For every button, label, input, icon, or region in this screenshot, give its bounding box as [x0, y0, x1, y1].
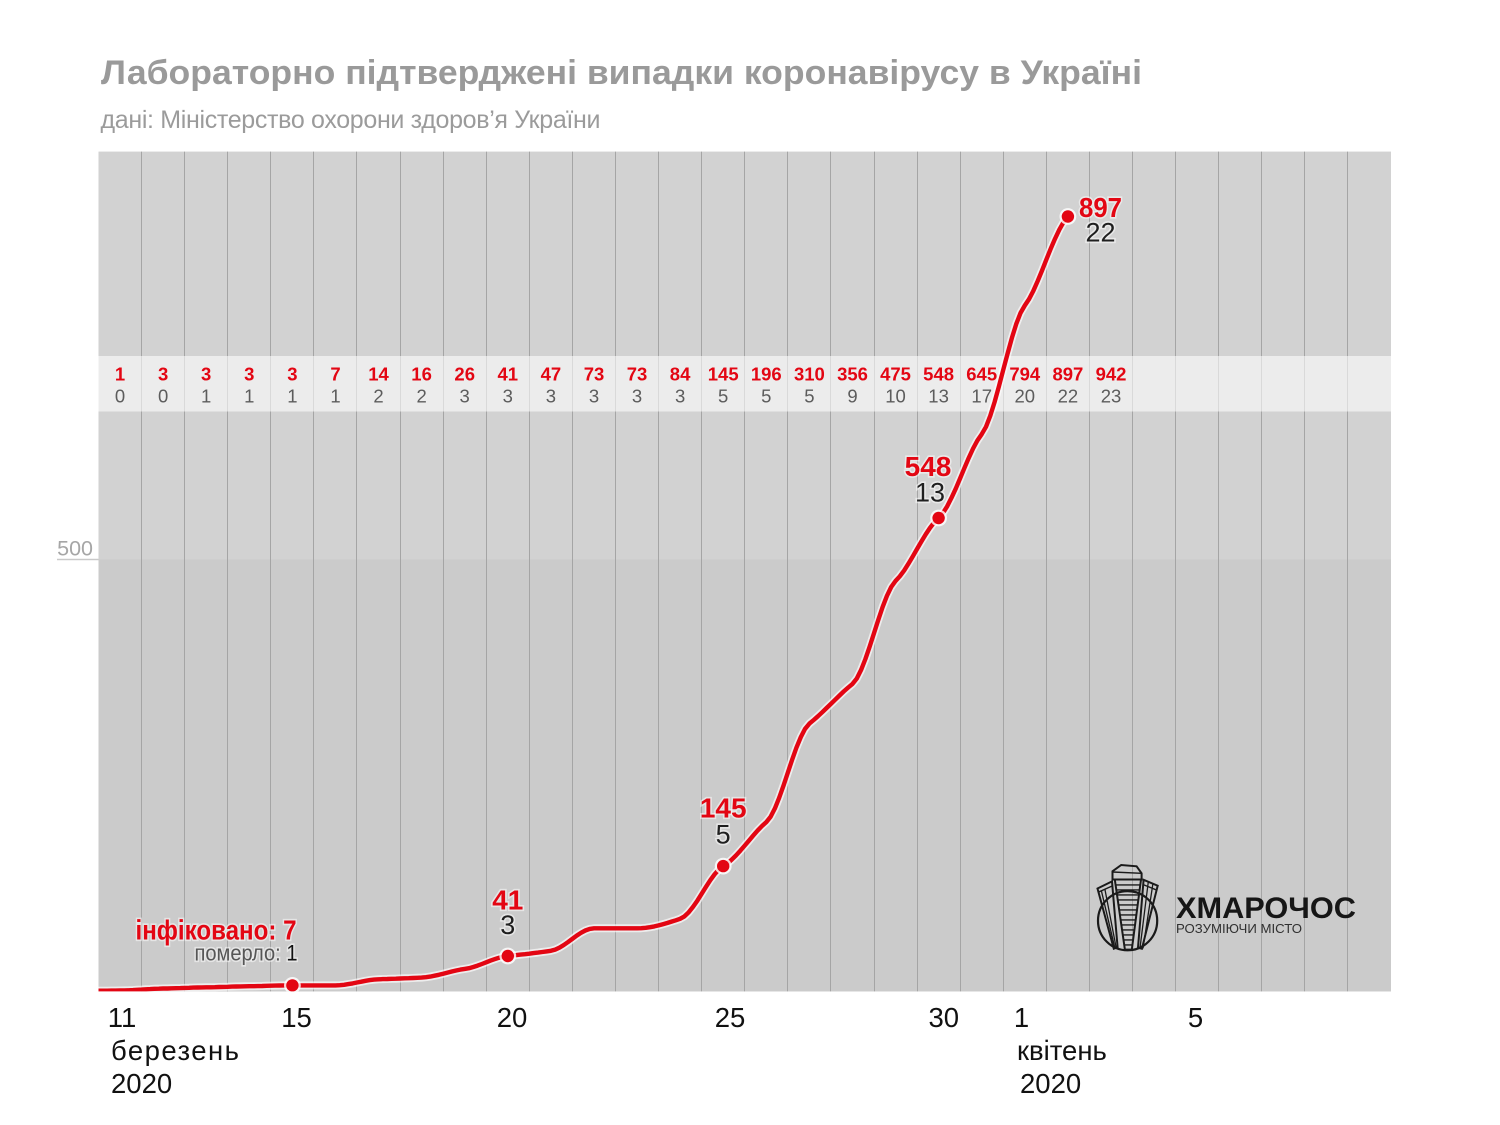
svg-text:794: 794: [1009, 364, 1041, 385]
svg-text:5: 5: [716, 819, 731, 849]
svg-text:897: 897: [1079, 192, 1122, 223]
svg-text:73: 73: [584, 364, 605, 385]
svg-text:1: 1: [115, 364, 125, 385]
svg-text:73: 73: [627, 364, 648, 385]
svg-text:3: 3: [546, 386, 556, 407]
svg-text:5: 5: [718, 386, 728, 407]
svg-text:20: 20: [497, 1002, 528, 1033]
svg-text:березень: березень: [111, 1035, 239, 1066]
svg-text:548: 548: [923, 364, 954, 385]
svg-text:3: 3: [244, 364, 254, 385]
svg-text:5: 5: [761, 386, 771, 407]
svg-text:2020: 2020: [111, 1068, 172, 1099]
svg-text:9: 9: [847, 386, 857, 407]
svg-text:23: 23: [1101, 386, 1122, 407]
svg-text:22: 22: [1085, 218, 1115, 248]
svg-text:3: 3: [287, 364, 297, 385]
svg-text:5: 5: [1188, 1002, 1203, 1033]
svg-text:Лабораторно підтверджені випад: Лабораторно підтверджені випадки коронав…: [101, 54, 1142, 92]
svg-text:25: 25: [715, 1002, 746, 1033]
svg-text:84: 84: [670, 364, 691, 385]
svg-text:РОЗУМІЮЧИ МІСТО: РОЗУМІЮЧИ МІСТО: [1176, 921, 1302, 936]
svg-text:3: 3: [632, 386, 642, 407]
svg-text:3: 3: [158, 364, 168, 385]
svg-text:310: 310: [794, 364, 825, 385]
svg-text:1: 1: [330, 386, 340, 407]
svg-text:30: 30: [929, 1002, 960, 1033]
svg-text:17: 17: [971, 386, 992, 407]
svg-text:942: 942: [1096, 364, 1127, 385]
svg-text:3: 3: [201, 364, 211, 385]
svg-text:3: 3: [460, 386, 470, 407]
svg-text:645: 645: [966, 364, 997, 385]
svg-text:41: 41: [492, 885, 523, 916]
svg-text:26: 26: [454, 364, 475, 385]
svg-text:22: 22: [1058, 386, 1079, 407]
svg-text:0: 0: [158, 386, 168, 407]
svg-text:196: 196: [751, 364, 782, 385]
svg-text:14: 14: [368, 364, 389, 385]
svg-text:41: 41: [498, 364, 519, 385]
svg-text:500: 500: [57, 537, 93, 561]
svg-text:2: 2: [373, 386, 383, 407]
svg-text:3: 3: [500, 910, 515, 940]
svg-text:2020: 2020: [1020, 1068, 1081, 1099]
svg-text:11: 11: [108, 1002, 137, 1033]
svg-text:3: 3: [675, 386, 685, 407]
svg-text:5: 5: [804, 386, 814, 407]
svg-text:548: 548: [905, 451, 952, 482]
svg-text:1: 1: [201, 386, 211, 407]
svg-text:інфіковано: 7: інфіковано: 7: [136, 915, 297, 946]
svg-text:1: 1: [244, 386, 254, 407]
svg-text:475: 475: [880, 364, 911, 385]
svg-text:20: 20: [1015, 386, 1036, 407]
svg-text:7: 7: [330, 364, 340, 385]
svg-text:1: 1: [1014, 1002, 1029, 1033]
svg-text:померло: 1: померло: 1: [195, 941, 298, 966]
svg-text:10: 10: [885, 386, 906, 407]
svg-text:145: 145: [708, 364, 739, 385]
svg-text:15: 15: [281, 1002, 312, 1033]
svg-text:0: 0: [115, 386, 125, 407]
svg-text:897: 897: [1052, 364, 1083, 385]
svg-text:дані: Міністерство охорони здо: дані: Міністерство охорони здоров’я Укра…: [101, 106, 601, 134]
svg-text:ХМАРОЧОС: ХМАРОЧОС: [1176, 892, 1356, 925]
svg-text:квітень: квітень: [1017, 1035, 1107, 1066]
svg-text:16: 16: [411, 364, 432, 385]
svg-text:13: 13: [928, 386, 949, 407]
svg-text:13: 13: [915, 477, 945, 507]
svg-text:356: 356: [837, 364, 868, 385]
svg-text:3: 3: [503, 386, 513, 407]
svg-text:1: 1: [287, 386, 297, 407]
svg-text:3: 3: [589, 386, 599, 407]
svg-text:47: 47: [541, 364, 562, 385]
svg-text:145: 145: [700, 793, 747, 824]
svg-text:2: 2: [416, 386, 426, 407]
